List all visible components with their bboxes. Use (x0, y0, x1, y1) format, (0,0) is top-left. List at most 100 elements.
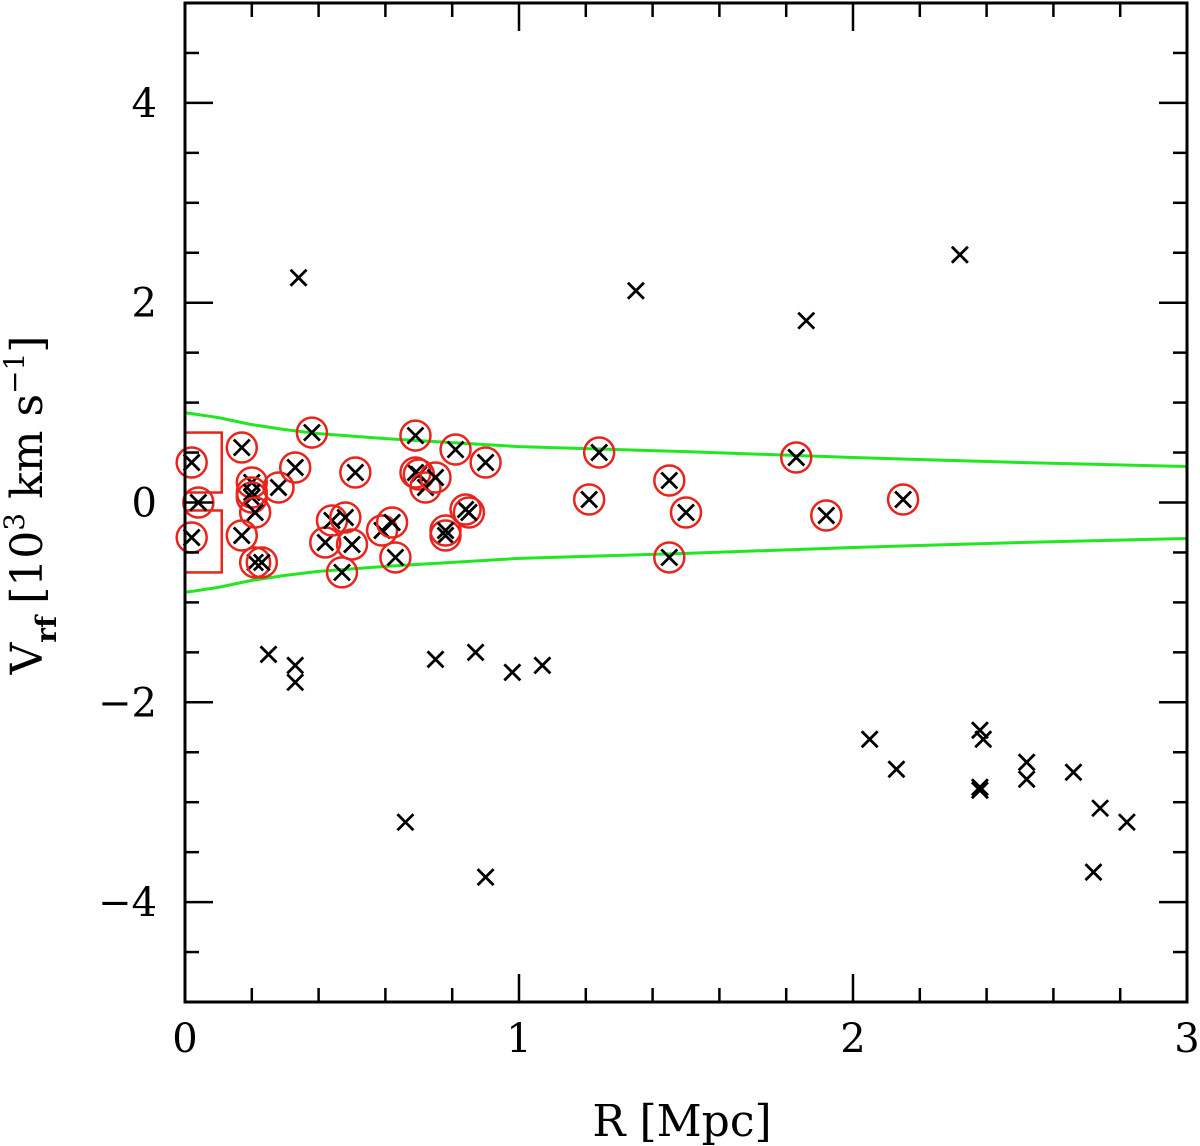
member-circle (335, 528, 369, 561)
y-tick-label: −2 (98, 680, 157, 726)
member-circle (278, 451, 312, 484)
member-circle (409, 471, 442, 504)
cross-marker (259, 645, 278, 664)
cross-marker (246, 553, 265, 572)
axis-ticks (183, 3, 1189, 1002)
member-point (238, 496, 272, 529)
cross-marker (894, 490, 913, 509)
cross-marker (660, 471, 679, 490)
cross-marker (332, 563, 351, 582)
member-circle (175, 446, 208, 479)
member-point (419, 461, 452, 494)
member-point (653, 541, 686, 574)
cross-marker (343, 535, 361, 554)
cross-marker (860, 730, 879, 749)
cross-marker (626, 281, 645, 300)
non-member-point (1084, 863, 1103, 882)
cross-marker (817, 506, 836, 525)
non-member-point (259, 645, 278, 664)
member-circle (653, 541, 686, 574)
cross-marker (436, 521, 455, 540)
member-circle (262, 471, 295, 504)
member-point (439, 433, 472, 466)
member-circle (365, 514, 399, 547)
member-circle (379, 541, 412, 574)
y-tick-label: 4 (132, 81, 157, 127)
member-point (399, 419, 432, 452)
member-point (365, 514, 399, 547)
non-member-point (476, 868, 495, 887)
cross-marker (406, 426, 425, 445)
member-circle (653, 464, 686, 497)
member-circle (295, 416, 329, 449)
y-tick-label: 2 (132, 281, 157, 327)
member-circle (779, 441, 813, 474)
member-circle (238, 496, 272, 529)
cross-marker (302, 423, 321, 442)
member-point (886, 483, 920, 516)
y-axis-label-unit-exp: −1 (0, 353, 31, 394)
member-point (429, 514, 462, 547)
member-circle (572, 483, 606, 516)
member-point (653, 464, 686, 497)
member-point (669, 496, 703, 529)
member-point (245, 546, 279, 579)
non-member-point (533, 656, 552, 675)
cross-marker (446, 440, 465, 459)
non-member-point (887, 760, 906, 779)
member-circle (449, 493, 482, 526)
cross-marker (1017, 753, 1036, 772)
cross-marker (1084, 863, 1103, 882)
member-point (295, 416, 329, 449)
member-point (325, 556, 359, 589)
non-member-point (970, 781, 989, 800)
x-axis-label: R [Mpc] (592, 1096, 771, 1146)
cross-marker (677, 503, 695, 522)
member-point (452, 496, 486, 529)
y-axis-label-bracket-close: ] (2, 336, 53, 353)
cross-marker (289, 268, 308, 287)
x-tick-label: 3 (1174, 1016, 1199, 1062)
member-point (375, 506, 409, 539)
y-axis-label-unit: km s (2, 394, 53, 513)
plot-area (175, 245, 1188, 887)
cross-marker (322, 511, 341, 530)
cross-marker (346, 463, 365, 482)
member-point (469, 446, 502, 479)
lower-box (183, 509, 223, 574)
cross-marker (1091, 799, 1110, 818)
member-circle (810, 499, 843, 532)
member-point (335, 528, 369, 561)
non-member-point (860, 730, 879, 749)
member-circle (245, 546, 279, 579)
cross-marker (252, 553, 271, 572)
cross-marker (950, 245, 969, 264)
member-circle (419, 461, 452, 494)
cross-marker (396, 813, 415, 832)
non-member-point (1091, 799, 1110, 818)
member-point (810, 499, 843, 532)
member-point (175, 521, 208, 554)
cross-marker (269, 478, 288, 497)
cross-marker (232, 438, 251, 457)
non-member-point (286, 656, 305, 675)
cross-marker (476, 453, 495, 472)
member-point (379, 541, 412, 574)
member-circle (669, 496, 703, 529)
y-tick-label: 0 (132, 481, 157, 527)
cross-marker (970, 781, 989, 800)
member-point (225, 431, 259, 464)
member-point (582, 436, 616, 469)
caustic-line-upper (184, 411, 1188, 468)
non-member-point (289, 268, 308, 287)
cross-marker (590, 443, 609, 462)
y-axis-label: Vrf [103 km s−1] (0, 336, 63, 676)
member-point (238, 546, 272, 579)
non-member-point (426, 650, 445, 669)
non-member-point (950, 245, 969, 264)
y-axis-label-exp: 3 (0, 513, 31, 531)
cross-marker (286, 458, 305, 477)
cross-marker (476, 868, 495, 887)
non-member-point (1064, 763, 1083, 782)
cross-marker (426, 650, 445, 669)
